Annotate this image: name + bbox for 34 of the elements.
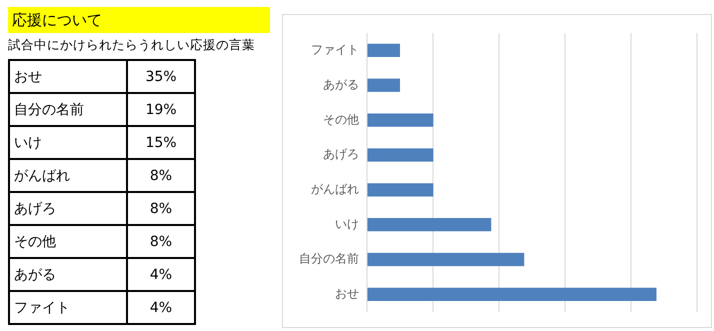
y-tick-label: がんばれ xyxy=(311,182,359,196)
bar xyxy=(368,218,492,232)
bar xyxy=(368,288,656,301)
y-tick-label: おせ xyxy=(335,286,359,300)
text: 35% xyxy=(145,68,177,84)
category-label: あげろ xyxy=(9,192,127,225)
category-label: ファイト xyxy=(9,291,127,324)
text: 8% xyxy=(150,234,172,250)
text: 19% xyxy=(145,102,177,118)
bar xyxy=(368,78,400,92)
bar xyxy=(368,114,434,127)
text: 応援について xyxy=(8,7,270,33)
bar xyxy=(368,148,434,162)
category-label: いけ xyxy=(9,126,127,159)
category-label: 自分の名前 xyxy=(9,93,127,126)
y-tick-label: いけ xyxy=(335,216,359,231)
bar xyxy=(368,252,524,266)
y-tick-label: ファイト xyxy=(311,42,359,57)
text: 4% xyxy=(150,300,172,316)
y-tick-label: あげろ xyxy=(323,147,359,162)
y-tick-label: その他 xyxy=(323,112,359,126)
y-tick-label: 自分の名前 xyxy=(299,252,359,266)
text: 8% xyxy=(150,168,172,184)
text: 試合中にかけられたらうれしい応援の言葉 xyxy=(8,37,256,54)
category-label: がんばれ xyxy=(9,159,127,192)
category-label: あがる xyxy=(9,258,127,291)
bar xyxy=(368,183,434,196)
category-label: おせ xyxy=(9,60,127,93)
text: 8% xyxy=(150,200,172,216)
text: 4% xyxy=(150,266,172,282)
y-tick-label: あがる xyxy=(323,77,359,92)
text: 15% xyxy=(145,134,177,150)
category-label: その他 xyxy=(9,225,127,258)
bar xyxy=(368,44,400,58)
